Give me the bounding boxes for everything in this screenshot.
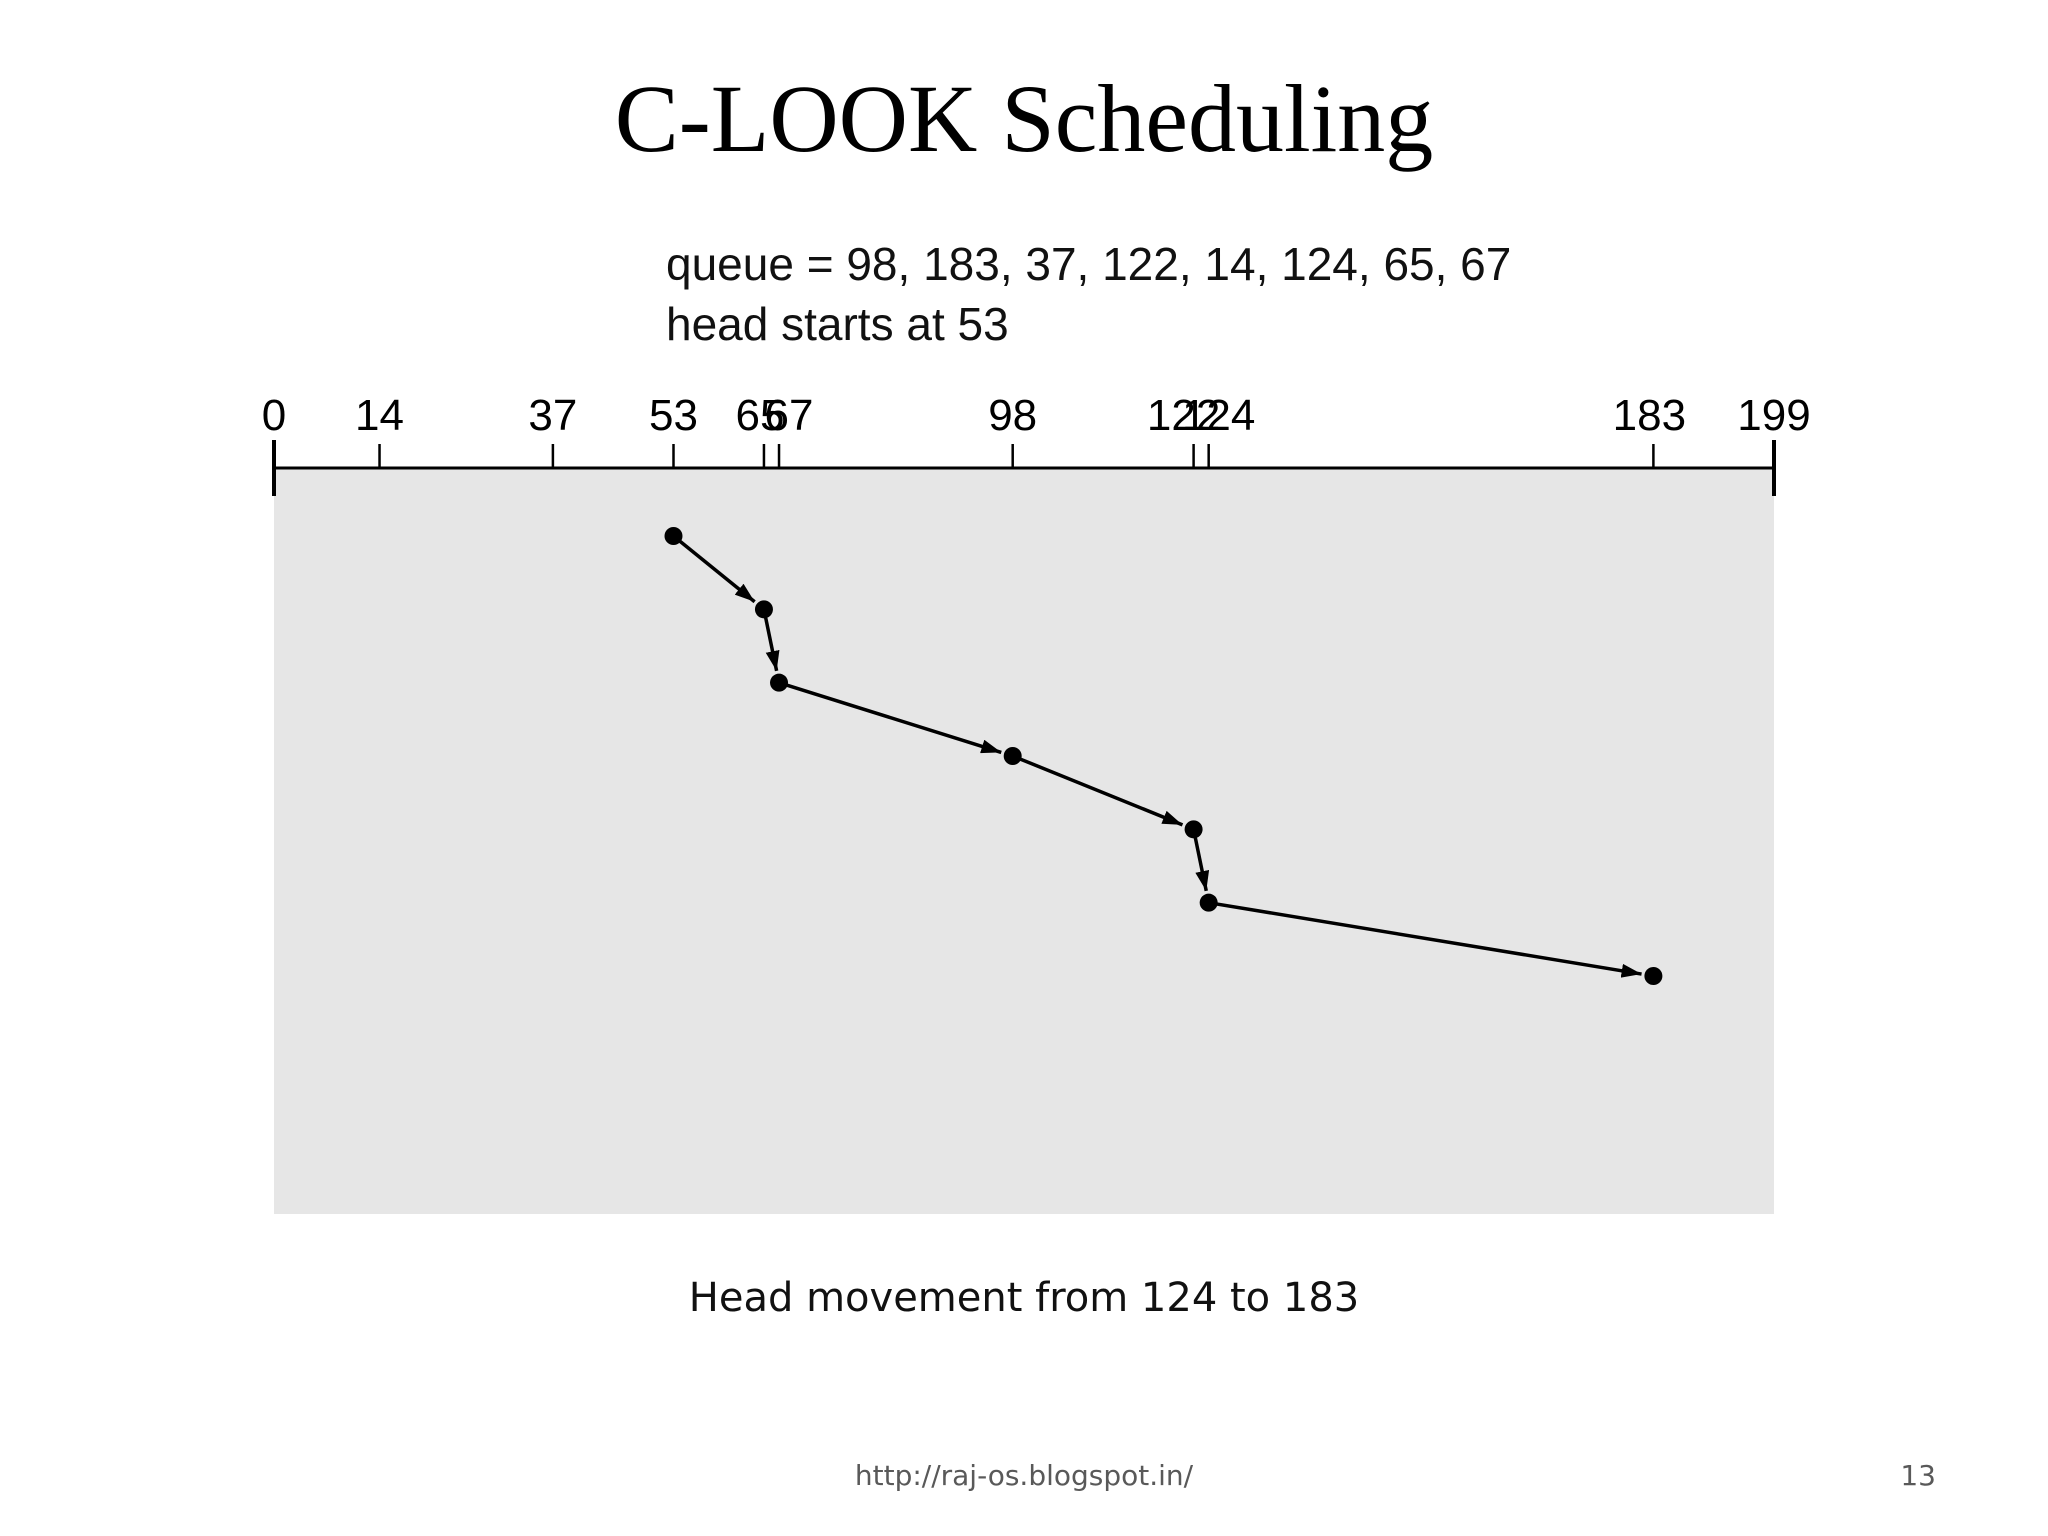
axis-tick-label-14: 14: [355, 391, 404, 440]
head-move-67-to-98: [778, 680, 1002, 755]
axis-tick-label-124: 124: [1182, 391, 1255, 440]
head-point-65: [754, 600, 773, 619]
head-point-98: [1003, 747, 1022, 765]
head-move-124-to-183: [1208, 900, 1642, 978]
axis-tick-label-67: 67: [765, 391, 814, 440]
head-point-67: [770, 673, 789, 692]
axis-tick-label-122: 122: [1147, 391, 1220, 440]
axis-tick-label-183: 183: [1613, 391, 1686, 440]
head-path-points: [664, 527, 1663, 985]
head-move-122-to-124: [1191, 828, 1210, 892]
diagram-panel: [274, 468, 1774, 1214]
axis-tick-label-53: 53: [649, 391, 698, 440]
axis-ticks: [272, 440, 1776, 496]
head-start-text: head starts at 53: [666, 298, 1009, 350]
page-number: 13: [1900, 1459, 1936, 1492]
head-move-53-to-65: [672, 534, 756, 604]
head-point-53: [664, 527, 683, 545]
head-path-segments: [672, 534, 1642, 978]
head-move-65-to-67: [762, 608, 780, 672]
caption: Head movement from 124 to 183: [688, 1275, 1360, 1321]
axis-tick-label-199: 199: [1737, 391, 1810, 440]
slide-title: C-LOOK Scheduling: [614, 65, 1434, 172]
head-point-122: [1184, 820, 1203, 839]
head-move-98-to-122: [1012, 754, 1184, 827]
head-point-124: [1199, 893, 1218, 912]
queue-text: queue = 98, 183, 37, 122, 14, 124, 65, 6…: [666, 238, 1512, 290]
footer-url: http://raj-os.blogspot.in/: [854, 1459, 1194, 1492]
head-point-183: [1644, 967, 1663, 985]
axis-tick-label-0: 0: [262, 391, 286, 440]
axis-tick-label-37: 37: [528, 391, 577, 440]
axis-tick-label-98: 98: [988, 391, 1037, 440]
axis-tick-label-65: 65: [735, 391, 784, 440]
